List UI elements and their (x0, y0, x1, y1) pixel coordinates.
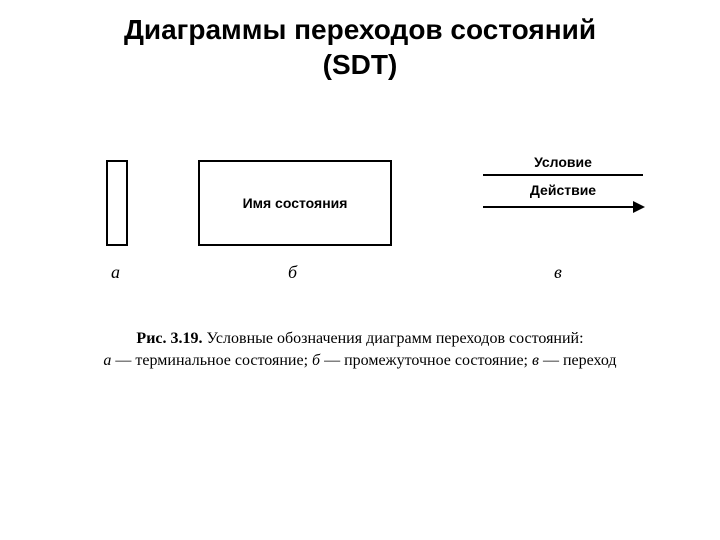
letter-v: в (554, 262, 562, 283)
title-line-2: (SDT) (323, 49, 398, 80)
figure-title: Условные обозначения диаграмм переходов … (203, 330, 584, 347)
intermediate-state-label: Имя состояния (243, 195, 348, 211)
figure-caption: Рис. 3.19. Условные обозначения диаграмм… (0, 328, 720, 371)
legend-b-text: — промежуточное состояние; (320, 352, 532, 369)
diagram-area: Имя состояния Условие Действие а б в (0, 152, 720, 312)
condition-label: Условие (478, 154, 648, 170)
divider-line (483, 174, 643, 176)
terminal-state-box (106, 160, 128, 246)
transition-symbol: Условие Действие (478, 154, 648, 208)
action-label: Действие (478, 182, 648, 198)
letter-a: а (111, 262, 120, 283)
page-title: Диаграммы переходов состояний (SDT) (0, 0, 720, 82)
title-line-1: Диаграммы переходов состояний (124, 14, 596, 45)
legend-b-italic: б (312, 352, 320, 369)
legend-a-text: — терминальное состояние; (111, 352, 312, 369)
legend-v-text: — переход (539, 352, 617, 369)
intermediate-state-box: Имя состояния (198, 160, 392, 246)
letter-b: б (288, 262, 297, 283)
figure-number: Рис. 3.19. (136, 330, 202, 347)
arrow-icon (483, 206, 643, 208)
legend-v-italic: в (532, 352, 539, 369)
